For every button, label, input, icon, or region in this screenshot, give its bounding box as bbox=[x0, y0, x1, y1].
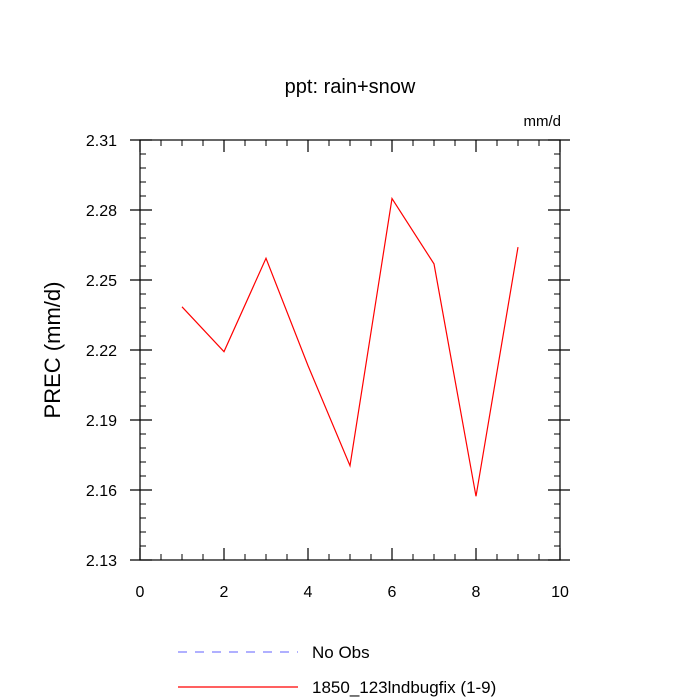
series-line bbox=[181, 196, 519, 497]
y-tick-label: 2.25 bbox=[86, 273, 117, 290]
x-tick-label: 4 bbox=[304, 584, 313, 601]
x-tick-label: 2 bbox=[220, 584, 229, 601]
y-tick-label: 2.31 bbox=[86, 133, 117, 150]
y-tick-label: 2.13 bbox=[86, 553, 117, 570]
legend: No Obs 1850_123lndbugfix (1-9) bbox=[178, 643, 496, 697]
x-tick-label: 8 bbox=[472, 584, 481, 601]
legend-label: No Obs bbox=[312, 643, 370, 662]
y-tick-label: 2.19 bbox=[86, 413, 117, 430]
chart-title: ppt: rain+snow bbox=[285, 76, 416, 98]
axes-layer: 0 2 4 6 8 10 2.13 2.16 2.19 2.22 2.25 2.28 2.31 bbox=[86, 133, 570, 601]
x-tick-label: 0 bbox=[136, 584, 145, 601]
units-label: mm/d bbox=[524, 113, 562, 130]
y-axis-label: PREC (mm/d) bbox=[40, 282, 65, 419]
plot-frame bbox=[139, 139, 561, 561]
x-tick-label: 10 bbox=[551, 584, 569, 601]
x-tick-label: 6 bbox=[388, 584, 397, 601]
legend-label: 1850_123lndbugfix (1-9) bbox=[312, 678, 496, 697]
y-tick-label: 2.16 bbox=[86, 483, 117, 500]
series-layer bbox=[181, 196, 519, 497]
y-tick-label: 2.22 bbox=[86, 343, 117, 360]
y-tick-label: 2.28 bbox=[86, 203, 117, 220]
